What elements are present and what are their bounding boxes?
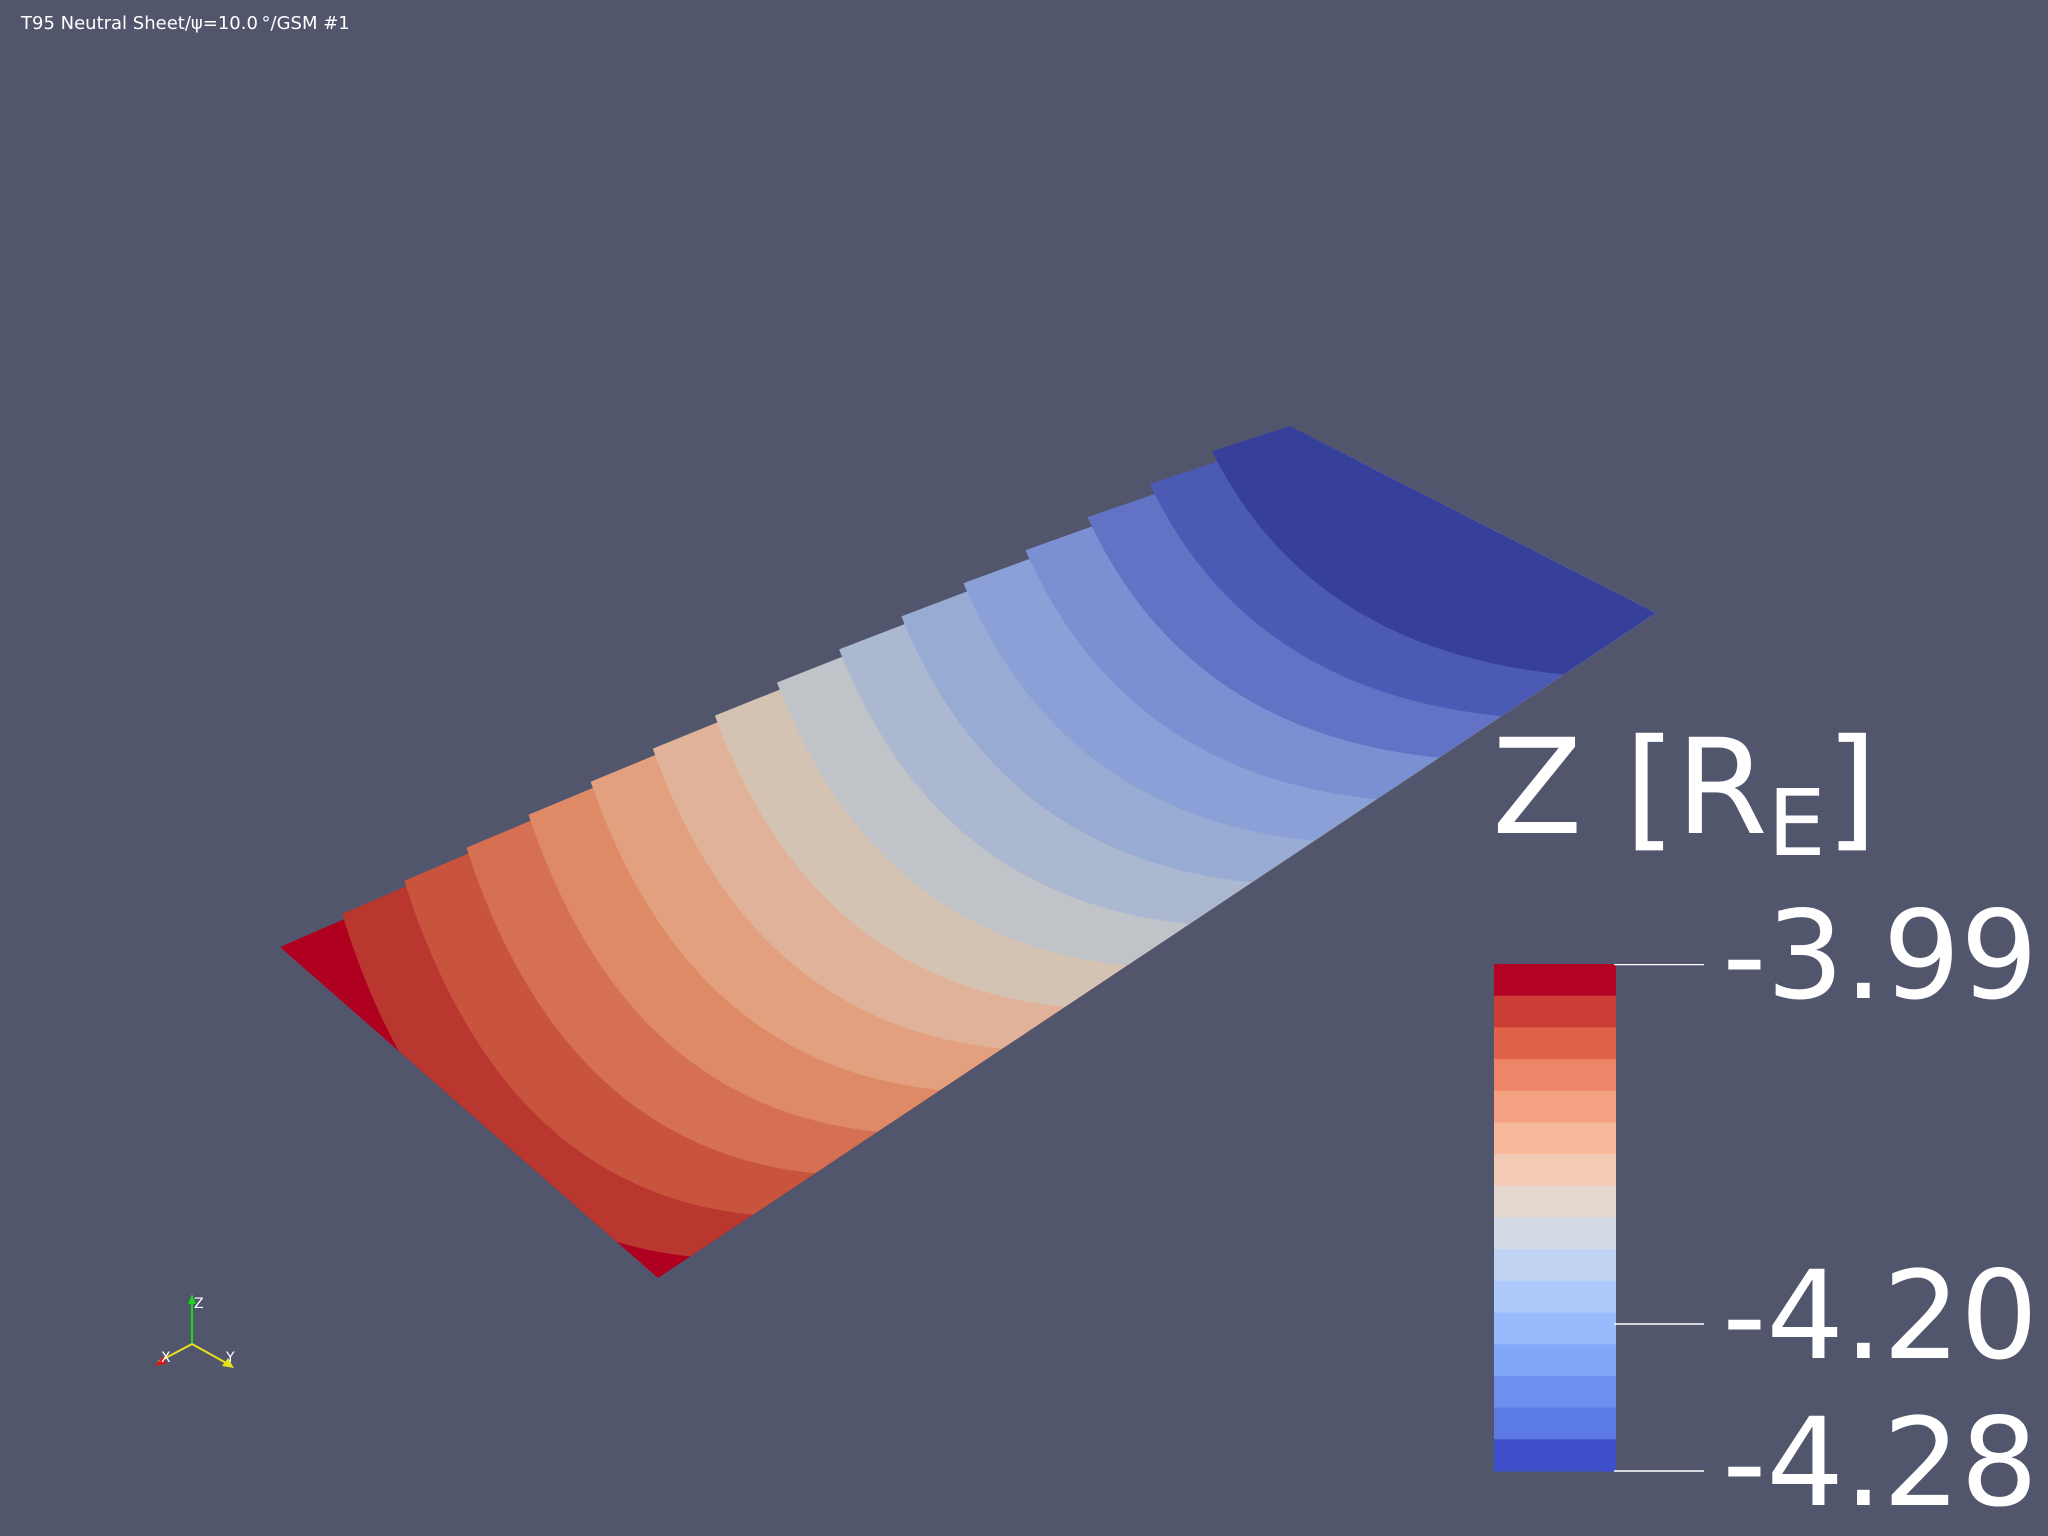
colorbar-swatch [1494, 1027, 1616, 1060]
colorbar-swatch [1494, 1090, 1616, 1124]
colorbar-swatch [1494, 1280, 1616, 1314]
colorbar-swatch [1494, 1375, 1616, 1409]
colorbar-swatch [1494, 1217, 1616, 1250]
y-axis-label: Y [225, 1350, 235, 1366]
colorbar-max-label: -3.99 [1722, 885, 2038, 1027]
y-axis-line [191, 1343, 229, 1365]
colorbar-swatch [1494, 964, 1616, 997]
colorbar-mid-label: -4.20 [1722, 1245, 2038, 1387]
view-title: T95 Neutral Sheet/ψ=10.0 °/GSM #1 [21, 13, 350, 34]
x-axis-arrow [154, 1356, 166, 1366]
colorbar-swatch [1494, 1059, 1616, 1092]
orientation-axes-widget: Z X Y [154, 1294, 235, 1368]
colorbar-min-label: -4.28 [1722, 1392, 2038, 1534]
colorbar [1494, 964, 1704, 1472]
x-axis-label: X [161, 1350, 171, 1366]
colorbar-swatch [1494, 1249, 1616, 1282]
z-axis-arrow [188, 1294, 196, 1304]
colorbar-swatch [1494, 1154, 1616, 1187]
colorbar-swatch [1494, 995, 1616, 1028]
z-axis-label: Z [194, 1296, 204, 1312]
colorbar-swatch [1494, 1312, 1616, 1345]
colorbar-swatch [1494, 1122, 1616, 1155]
colorbar-title: Z [RE] [1492, 711, 1878, 877]
y-axis-arrow [222, 1358, 234, 1368]
colorbar-swatch [1494, 1407, 1616, 1440]
sheet-contour-band [1211, 418, 1656, 1278]
colorbar-swatch [1494, 1344, 1616, 1377]
colorbar-swatch [1494, 1439, 1616, 1472]
colorbar-swatch [1494, 1185, 1616, 1219]
